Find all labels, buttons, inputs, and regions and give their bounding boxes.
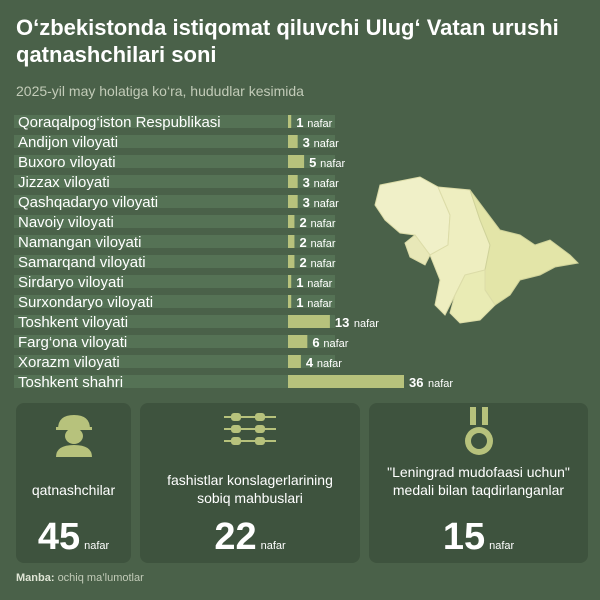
card-value-row: 45 nafar [16,516,131,559]
card-label: qatnashchilar [31,482,116,498]
bar [288,155,305,168]
bar [288,235,295,248]
card-value: 45 [37,516,81,558]
category-label: Namangan viloyati [18,234,141,251]
unit-label: nafar [314,178,339,190]
card-label: fashistlar konslagerlarining sobiq mahbu… [167,472,333,506]
row-track [14,275,335,288]
category-label: Surxondaryo viloyati [18,294,153,311]
card-unit: nafar [260,540,286,552]
category-label: Navoiy viloyati [18,214,114,231]
bar [288,315,330,328]
source-label: Manba: [16,572,55,584]
unit-label: nafar [314,198,339,210]
bar [288,255,295,268]
category-label: Qoraqalpog‘iston Respublikasi [18,114,221,131]
map-east [469,189,580,306]
row-track [14,355,335,368]
row-track [14,155,335,168]
medal-icon [464,407,493,455]
category-label: Xorazm viloyati [18,354,120,371]
card-value: 15 [442,516,486,558]
bar [288,215,295,228]
uzbekistan-map [374,176,580,324]
row-track [14,235,335,248]
row-track [14,255,335,268]
value-label: 2 [299,215,306,230]
unit-label: nafar [307,278,332,290]
row-track [14,215,335,228]
row-track [14,315,335,328]
value-label: 1 [296,275,303,290]
page-subtitle: 2025-yil may holatiga ko‘ra, hududlar ke… [16,83,304,99]
card-value: 22 [214,516,257,558]
bar [288,275,292,288]
map-khorezm [404,234,431,266]
value-label: 1 [296,115,303,130]
unit-label: nafar [310,238,335,250]
map-south [449,269,496,324]
unit-label: nafar [323,338,348,350]
value-label: 6 [312,335,319,350]
row-track [14,175,335,188]
bar [288,195,298,208]
category-label: Sirdaryo viloyati [18,274,124,291]
barbed-wire-icon [224,413,276,445]
unit-label: nafar [310,258,335,270]
source-text: ochiq ma’lumotlar [57,572,144,584]
category-label: Samarqand viloyati [18,254,146,271]
unit-label: nafar [354,318,379,330]
row-track [14,195,335,208]
category-label: Buxoro viloyati [18,154,116,171]
row-track [14,375,335,388]
card-label: "Leningrad mudofaasi uchun" medali bilan… [387,464,570,498]
page-title: O‘zbekistonda istiqomat qiluvchi Ulug‘ V… [16,15,559,67]
bar [288,115,292,128]
value-label: 3 [303,195,310,210]
category-label: Farg‘ona viloyati [18,334,127,351]
value-label: 36 [409,375,423,390]
value-label: 13 [335,315,349,330]
row-track [14,115,335,128]
unit-label: nafar [428,378,453,390]
value-label: 2 [299,235,306,250]
unit-label: nafar [307,298,332,310]
value-label: 3 [303,175,310,190]
unit-label: nafar [314,138,339,150]
unit-label: nafar [320,158,345,170]
category-label: Qashqadaryo viloyati [18,194,158,211]
bar [288,335,308,348]
row-track [14,295,335,308]
card-unit: nafar [84,540,110,552]
unit-label: nafar [307,118,332,130]
row-track [14,135,335,148]
category-label: Toshkent shahri [18,374,123,391]
bar [288,135,298,148]
value-label: 2 [299,255,306,270]
unit-label: nafar [317,358,342,370]
unit-label: nafar [310,218,335,230]
card-unit: nafar [489,540,515,552]
card-value-row: 22 nafar [140,516,360,559]
bar-chart: Qoraqalpog‘iston Respublikasi 1 nafar Andij… [14,114,453,391]
value-label: 3 [303,135,310,150]
row-track [14,335,335,348]
value-label: 1 [296,295,303,310]
bar [288,355,301,368]
card-medal: "Leningrad mudofaasi uchun" medali bilan… [369,403,588,563]
bar [288,295,292,308]
card-participants: qatnashchilar 45 nafar [16,403,131,563]
value-label: 5 [309,155,316,170]
soldier-icon [55,415,92,457]
value-label: 4 [306,355,314,370]
card-prisoners: fashistlar konslagerlarining sobiq mahbu… [140,403,360,563]
category-label: Toshkent viloyati [18,314,128,331]
category-label: Jizzax viloyati [18,174,110,191]
bar [288,375,404,388]
card-value-row: 15 nafar [369,516,588,559]
source-note: Manba: ochiq ma’lumotlar [16,572,144,584]
bar [288,175,298,188]
category-label: Andijon viloyati [18,134,118,151]
